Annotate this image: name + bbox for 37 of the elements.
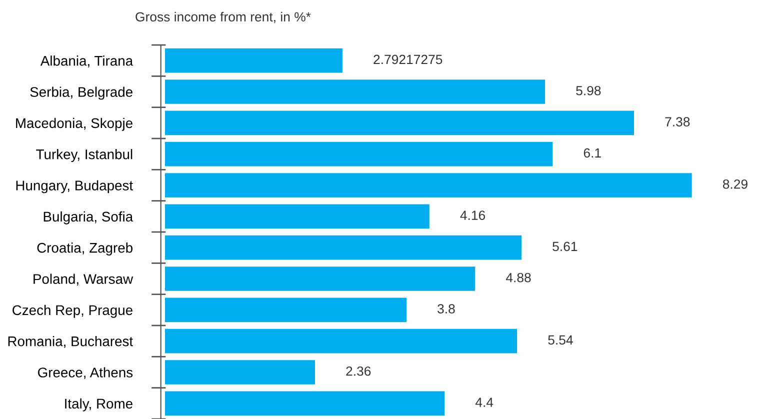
chart-title: Gross income from rent, in %* — [136, 12, 311, 24]
y-tick-label: Czech Rep, Prague — [12, 304, 132, 318]
data-label: 6.1 — [584, 148, 601, 158]
data-label: 7.38 — [665, 117, 690, 126]
data-label: 5.98 — [576, 86, 601, 96]
y-tick-label: Italy, Rome — [65, 398, 132, 412]
bar — [165, 328, 518, 354]
bar — [165, 360, 315, 384]
bar — [165, 235, 522, 260]
bar — [165, 173, 692, 198]
bar — [165, 391, 445, 416]
y-tick-label: Romania, Bucharest — [8, 336, 133, 348]
data-label: 2.36 — [346, 366, 371, 376]
data-label: 5.61 — [552, 242, 578, 252]
bar — [165, 48, 342, 73]
bar — [165, 204, 430, 229]
bar — [165, 266, 476, 291]
y-tick-label: Turkey, Istanbul — [36, 149, 132, 162]
y-tick-label: Serbia, Belgrade — [30, 86, 132, 100]
y-tick-label: Macedonia, Skopje — [16, 118, 132, 131]
data-label: 8.29 — [722, 179, 748, 189]
data-label: 4.4 — [475, 398, 494, 407]
bar — [165, 80, 546, 104]
y-tick-label: Greece, Athens — [38, 367, 133, 380]
bar — [165, 142, 553, 166]
data-label: 2.79217275 — [374, 54, 442, 64]
y-tick-label: Bulgaria, Sofia — [44, 211, 134, 224]
y-tick-label: Hungary, Budapest — [16, 180, 133, 194]
data-label: 4.16 — [460, 210, 486, 220]
y-tick-label: Albania, Tirana — [40, 56, 134, 68]
y-tick-label: Poland, Warsaw — [34, 274, 134, 286]
data-label: 5.54 — [548, 335, 573, 345]
bar — [165, 110, 634, 136]
y-tick-label: Croatia, Zagreb — [37, 242, 132, 256]
data-label: 4.88 — [506, 272, 531, 282]
data-label: 3.8 — [438, 304, 455, 314]
bar — [165, 298, 406, 322]
